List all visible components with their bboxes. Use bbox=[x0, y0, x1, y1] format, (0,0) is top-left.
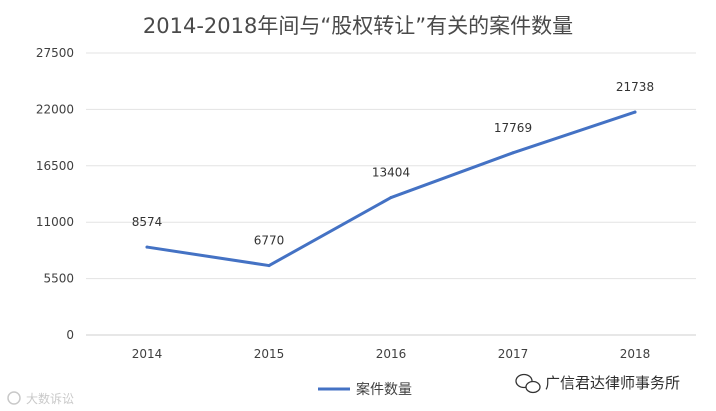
legend-label: 案件数量 bbox=[356, 381, 412, 398]
x-tick-label: 2018 bbox=[620, 347, 651, 361]
legend: 案件数量 bbox=[318, 381, 412, 398]
data-label: 17769 bbox=[494, 121, 532, 135]
data-label: 8574 bbox=[132, 215, 163, 229]
y-tick-label: 11000 bbox=[36, 215, 74, 229]
wechat-icon bbox=[515, 373, 541, 394]
x-tick-label: 2016 bbox=[376, 347, 407, 361]
data-point bbox=[267, 264, 271, 268]
watermark-left-icon bbox=[7, 391, 21, 405]
y-axis-ticks: 0 5500 11000 16500 22000 27500 bbox=[36, 46, 74, 342]
x-axis-ticks: 2014 2015 2016 2017 2018 bbox=[132, 347, 651, 361]
watermark-left: 大数诉讼 bbox=[7, 391, 74, 406]
series-layer bbox=[145, 110, 637, 268]
x-tick-label: 2014 bbox=[132, 347, 163, 361]
series-line bbox=[145, 110, 637, 268]
gridlines bbox=[86, 52, 696, 336]
watermark-right-text: 广信君达律师事务所 bbox=[545, 374, 680, 392]
data-point bbox=[511, 151, 515, 155]
y-tick-label: 0 bbox=[66, 328, 74, 342]
y-tick-label: 5500 bbox=[43, 272, 74, 286]
x-tick-label: 2015 bbox=[254, 347, 285, 361]
watermark-right: 广信君达律师事务所 bbox=[515, 373, 680, 394]
data-point bbox=[145, 245, 149, 249]
x-tick-label: 2017 bbox=[498, 347, 529, 361]
data-point bbox=[389, 196, 393, 200]
y-tick-label: 27500 bbox=[36, 46, 74, 60]
y-tick-label: 22000 bbox=[36, 102, 74, 116]
watermark-left-text: 大数诉讼 bbox=[26, 391, 74, 406]
y-tick-label: 16500 bbox=[36, 159, 74, 173]
data-label: 6770 bbox=[254, 234, 285, 248]
chart-title: 2014-2018年间与“股权转让”有关的案件数量 bbox=[143, 14, 573, 38]
data-label: 13404 bbox=[372, 166, 410, 180]
data-point bbox=[633, 110, 637, 114]
data-label: 21738 bbox=[616, 80, 654, 94]
data-labels: 8574 6770 13404 17769 21738 bbox=[132, 80, 654, 247]
